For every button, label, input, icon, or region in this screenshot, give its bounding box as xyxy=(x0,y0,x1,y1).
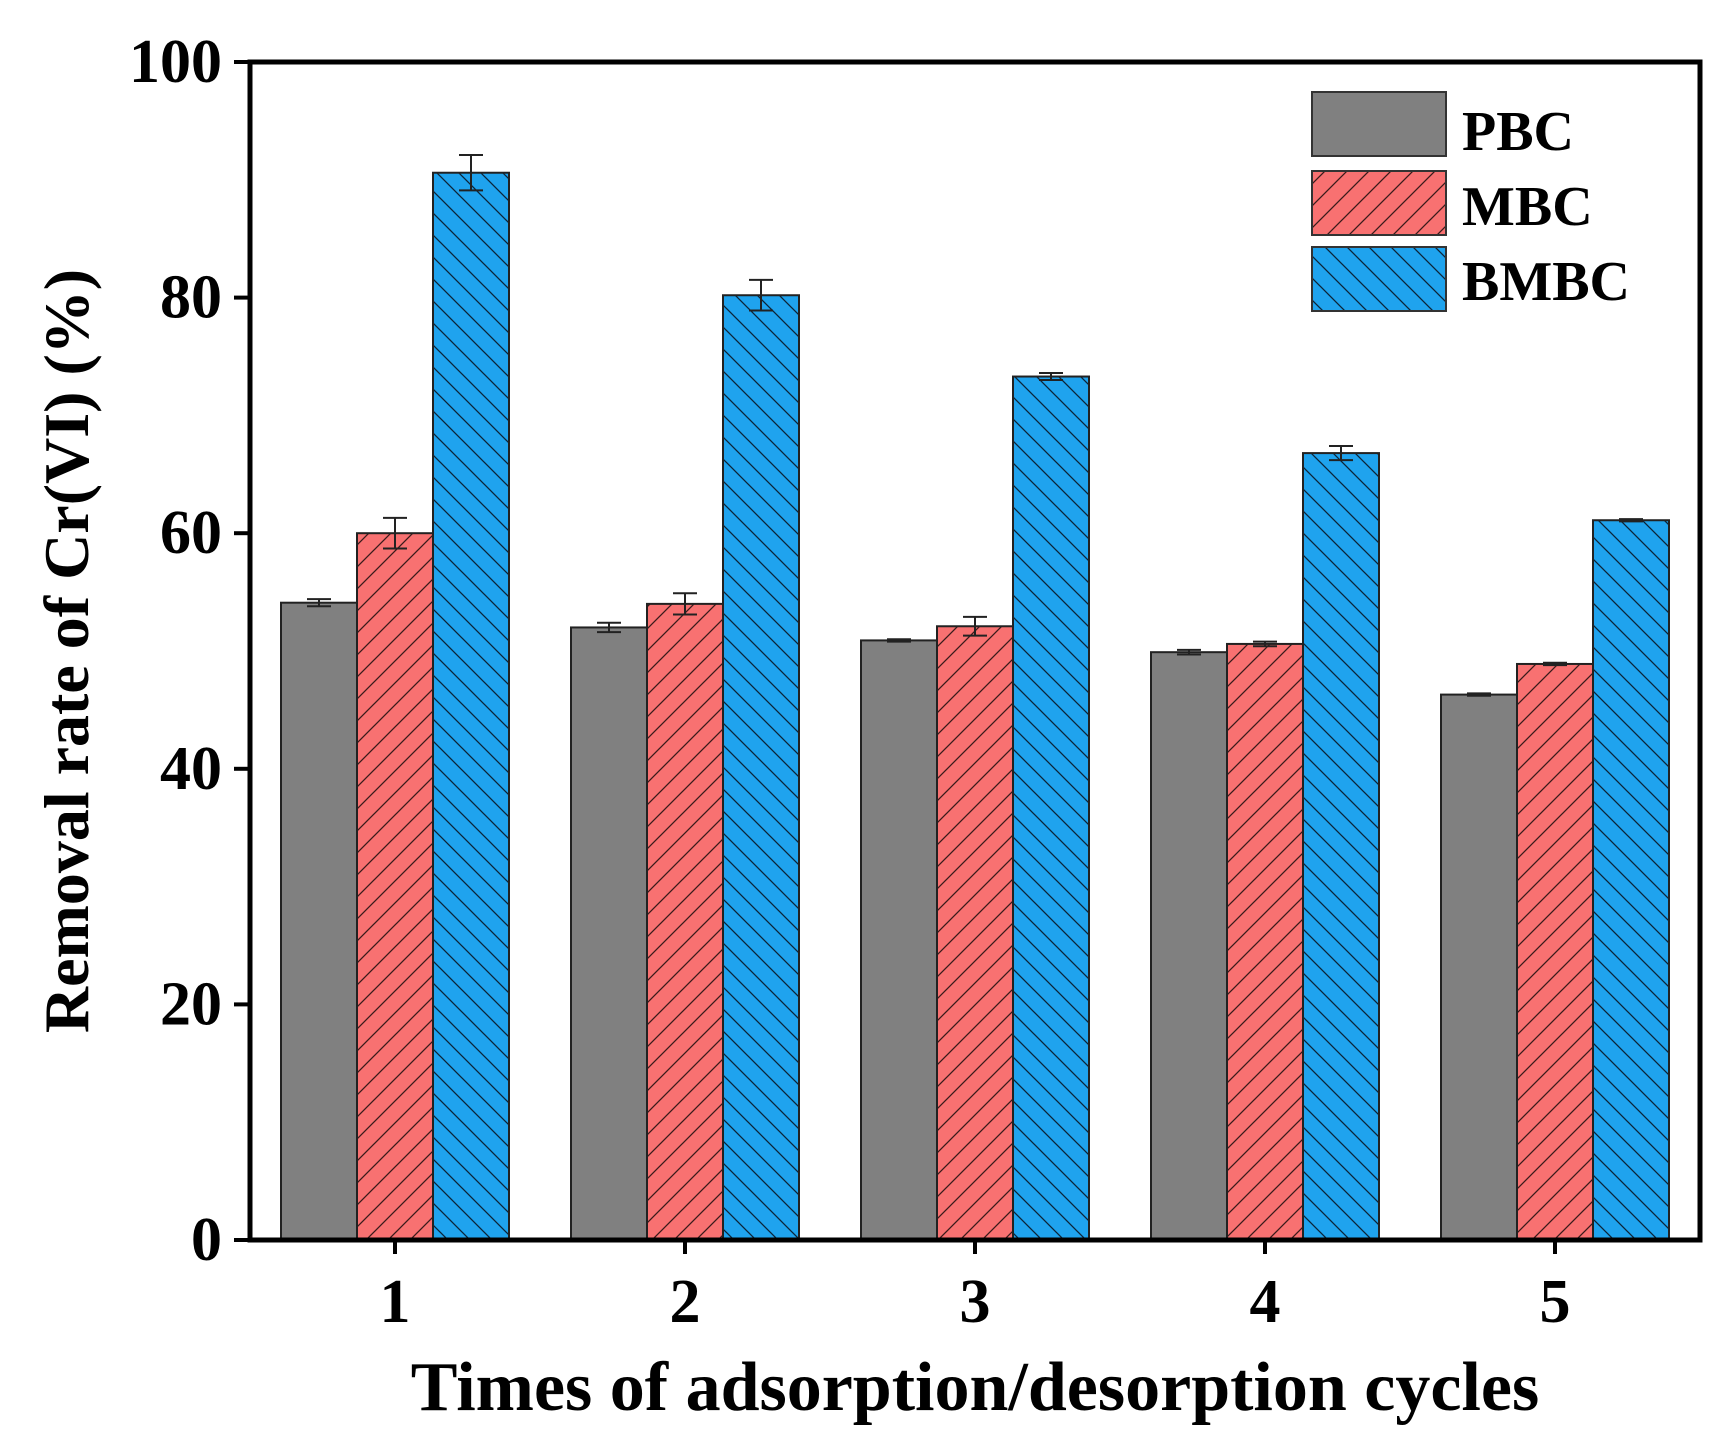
y-tick-label-0: 0 xyxy=(191,1206,222,1274)
bar-pbc-cycle-2 xyxy=(570,626,648,1241)
bar-bmbc-cycle-5 xyxy=(1592,519,1670,1241)
bar-mbc-cycle-1 xyxy=(356,532,434,1241)
y-tick-label-40: 40 xyxy=(160,735,222,803)
error-bar-mbc-cycle-5 xyxy=(1543,661,1567,667)
x-tick-label-5: 5 xyxy=(1540,1268,1571,1336)
error-bar-bmbc-cycle-3 xyxy=(1039,371,1063,382)
error-bars-layer xyxy=(307,154,1643,697)
bar-pbc-cycle-5 xyxy=(1440,693,1518,1241)
x-axis-label: Times of adsorption/desorption cycles xyxy=(411,1349,1539,1426)
bar-bmbc-cycle-3 xyxy=(1012,375,1090,1241)
y-axis-label: Removal rate of Cr(VI) (%) xyxy=(31,269,102,1033)
error-bar-pbc-cycle-3 xyxy=(887,638,911,643)
x-tick-label-3: 3 xyxy=(960,1268,991,1336)
bar-bmbc-cycle-1 xyxy=(432,171,510,1241)
error-bar-pbc-cycle-1 xyxy=(307,598,331,608)
y-tick-label-20: 20 xyxy=(160,970,222,1038)
legend-swatch-bmbc xyxy=(1311,246,1447,312)
bar-mbc-cycle-4 xyxy=(1226,642,1304,1241)
legend-label-bmbc: BMBC xyxy=(1462,251,1630,313)
error-bar-bmbc-cycle-4 xyxy=(1329,445,1353,462)
y-tick-label-60: 60 xyxy=(160,499,222,567)
bar-pbc-cycle-3 xyxy=(860,639,938,1241)
bar-mbc-cycle-2 xyxy=(646,602,724,1241)
legend-swatch-pbc xyxy=(1311,91,1447,157)
error-bar-pbc-cycle-2 xyxy=(597,621,621,634)
error-bar-mbc-cycle-1 xyxy=(383,516,407,550)
y-tick-label-100: 100 xyxy=(129,28,222,96)
error-bar-bmbc-cycle-2 xyxy=(749,278,773,312)
x-axis: 1 2 3 4 5 xyxy=(380,1240,1571,1336)
error-bar-bmbc-cycle-1 xyxy=(459,154,483,192)
bar-pbc-cycle-1 xyxy=(280,601,358,1241)
bar-pbc-cycle-4 xyxy=(1150,651,1228,1241)
bar-bmbc-cycle-4 xyxy=(1302,452,1380,1241)
error-bar-mbc-cycle-3 xyxy=(963,615,987,637)
x-tick-label-2: 2 xyxy=(670,1268,701,1336)
x-tick-label-4: 4 xyxy=(1250,1268,1281,1336)
error-bar-bmbc-cycle-5 xyxy=(1619,518,1643,523)
error-bar-mbc-cycle-2 xyxy=(673,592,697,616)
legend-label-mbc: MBC xyxy=(1462,176,1593,238)
error-bar-pbc-cycle-4 xyxy=(1177,648,1201,656)
y-axis: 0 20 40 60 80 100 xyxy=(129,28,250,1274)
x-tick-label-1: 1 xyxy=(380,1268,411,1336)
y-tick-label-80: 80 xyxy=(160,264,222,332)
error-bar-pbc-cycle-5 xyxy=(1467,692,1491,697)
error-bar-mbc-cycle-4 xyxy=(1253,640,1277,648)
bar-mbc-cycle-3 xyxy=(936,625,1014,1241)
bars-layer xyxy=(280,171,1670,1241)
legend-swatch-mbc xyxy=(1311,170,1447,236)
legend: PBC MBC BMBC xyxy=(1311,91,1630,313)
bar-mbc-cycle-5 xyxy=(1516,662,1594,1241)
legend-label-pbc: PBC xyxy=(1462,101,1574,163)
bar-bmbc-cycle-2 xyxy=(722,294,800,1241)
